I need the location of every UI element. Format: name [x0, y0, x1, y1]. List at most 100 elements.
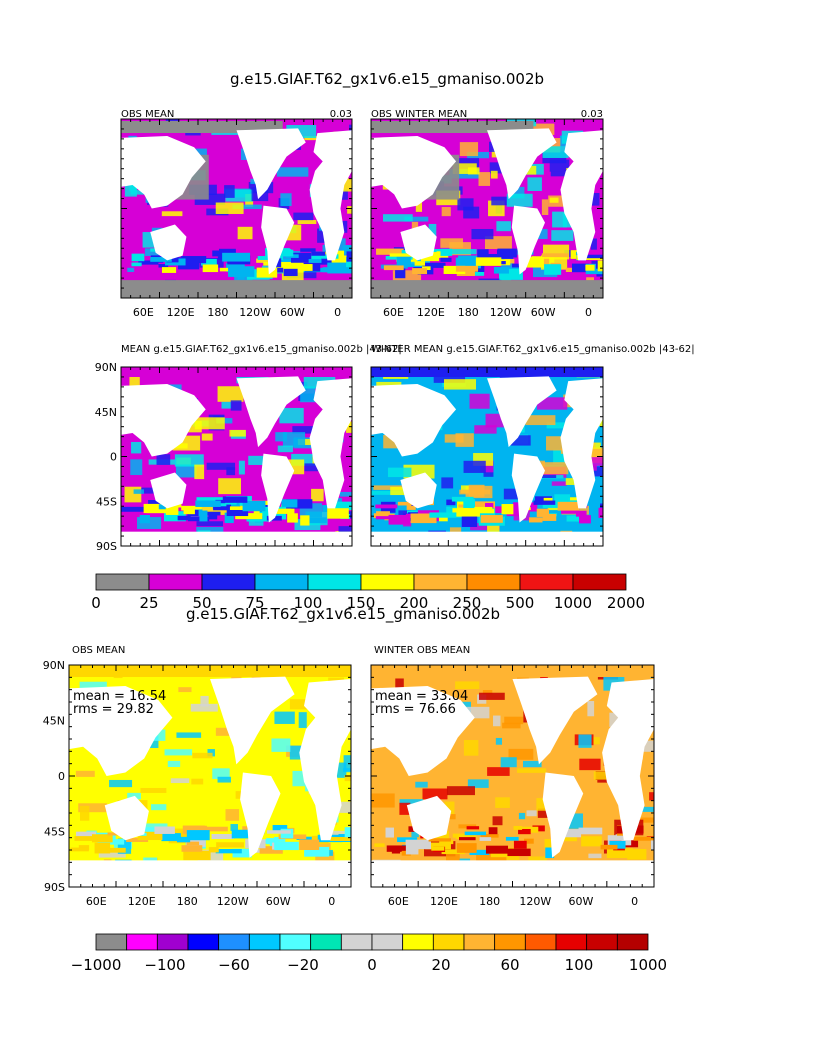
- lon-tick-label: 60E: [383, 306, 404, 319]
- colorbar-swatch: [413, 573, 468, 591]
- mean-stat: mean = 33.04: [375, 689, 468, 704]
- lat-tick-label: 45S: [44, 826, 65, 839]
- panel-title: MEAN g.e15.GIAF.T62_gx1v6.e15_gmaniso.00…: [121, 344, 402, 355]
- colorbar-swatch: [555, 933, 588, 951]
- lon-tick-label: 60E: [133, 306, 154, 319]
- lon-tick-label: 120W: [217, 895, 249, 908]
- colorbar-label: 200: [400, 594, 429, 612]
- lat-tick-label: 0: [58, 770, 65, 783]
- colorbar-label: 150: [347, 594, 376, 612]
- lon-tick-label: 120E: [430, 895, 458, 908]
- panel-title: OBS WINTER MEAN: [371, 109, 467, 120]
- lon-tick-label: 60W: [266, 895, 291, 908]
- lon-tick-label: 60E: [388, 895, 409, 908]
- lon-tick-label: 180: [177, 895, 198, 908]
- lon-tick-label: 120W: [490, 306, 522, 319]
- lat-tick-label: 90S: [96, 540, 117, 553]
- colorbar-swatch: [572, 573, 627, 591]
- lon-tick-label: 180: [479, 895, 500, 908]
- colorbar-swatch: [95, 933, 128, 951]
- lon-tick-label: 0: [328, 895, 335, 908]
- lat-tick-label: 90N: [43, 659, 65, 672]
- panel-value: 0.03: [581, 109, 603, 120]
- colorbar-swatch: [586, 933, 618, 951]
- colorbar-swatch: [466, 573, 521, 591]
- colorbar-swatch: [371, 933, 404, 951]
- colorbar-label: 1000: [554, 594, 592, 612]
- colorbar-swatch: [494, 933, 526, 951]
- colorbar-swatch: [432, 933, 465, 951]
- colorbar-label: −60: [218, 956, 250, 974]
- lon-tick-label: 0: [585, 306, 592, 319]
- colorbar-swatch: [616, 933, 649, 951]
- colorbar-swatch: [201, 573, 256, 591]
- lat-tick-label: 45S: [96, 495, 117, 508]
- colorbar-swatch: [248, 933, 281, 951]
- colorbar-label: 0: [91, 594, 101, 612]
- colorbar-label: 50: [192, 594, 211, 612]
- map-panel-model-winter-mean: WINTER MEAN g.e15.GIAF.T62_gx1v6.e15_gma…: [370, 344, 695, 547]
- colorbar-label: 20: [431, 956, 450, 974]
- lat-tick-label: 45N: [95, 406, 117, 419]
- colorbar-swatch: [187, 933, 220, 951]
- colorbar-label: 25: [139, 594, 158, 612]
- colorbar-label: 250: [453, 594, 482, 612]
- colorbar-swatch: [524, 933, 557, 951]
- colorbar-swatch: [254, 573, 309, 591]
- colorbar-label: 100: [294, 594, 323, 612]
- colorbar-swatch: [156, 933, 189, 951]
- lat-tick-label: 0: [110, 451, 117, 464]
- panel-title: OBS MEAN: [72, 645, 125, 656]
- lon-tick-label: 120E: [128, 895, 156, 908]
- colorbar-swatch: [519, 573, 574, 591]
- colorbar-label: 75: [245, 594, 264, 612]
- colorbar-swatch: [340, 933, 373, 951]
- colorbar-bottom: −1000 −100 −60 −20 0 20 60 100 1000: [71, 933, 667, 974]
- lon-tick-label: 120E: [167, 306, 195, 319]
- lon-tick-label: 180: [207, 306, 228, 319]
- bottom-figure-title: g.e15.GIAF.T62_gx1v6.e15_gmaniso.002b: [186, 605, 500, 624]
- colorbar-swatch: [402, 933, 434, 951]
- colorbar-swatch: [279, 933, 312, 951]
- lon-tick-label: 60W: [569, 895, 594, 908]
- colorbar-label: −20: [287, 956, 319, 974]
- colorbar-swatch: [95, 573, 150, 591]
- lon-tick-label: 60W: [531, 306, 556, 319]
- colorbar-swatch: [360, 573, 415, 591]
- colorbar-label: 60: [500, 956, 519, 974]
- panel-value: 0.03: [330, 109, 352, 120]
- colorbar-swatch: [148, 573, 203, 591]
- colorbar-swatch: [463, 933, 496, 951]
- panel-title: OBS MEAN: [121, 109, 174, 120]
- rms-stat: rms = 29.82: [73, 702, 154, 717]
- lat-tick-label: 90N: [95, 361, 117, 374]
- mean-stat: mean = 16.54: [73, 689, 166, 704]
- lon-tick-label: 60E: [86, 895, 107, 908]
- colorbar-label: −100: [144, 956, 185, 974]
- map-panel-obs-mean: OBS MEAN 0.03 60E 120E 180 120W 60W 0: [120, 109, 353, 319]
- panel-title: WINTER OBS MEAN: [374, 645, 470, 656]
- colorbar-swatch: [310, 933, 342, 951]
- lon-tick-label: 180: [458, 306, 479, 319]
- lon-tick-label: 0: [334, 306, 341, 319]
- lon-tick-label: 120W: [239, 306, 271, 319]
- panel-title: WINTER MEAN g.e15.GIAF.T62_gx1v6.e15_gma…: [371, 344, 695, 355]
- map-panel-model-mean: MEAN g.e15.GIAF.T62_gx1v6.e15_gmaniso.00…: [95, 344, 402, 553]
- colorbar-label: 100: [565, 956, 594, 974]
- lat-tick-label: 45N: [43, 715, 65, 728]
- colorbar-label: 2000: [607, 594, 645, 612]
- colorbar-label: 0: [367, 956, 377, 974]
- colorbar-swatch: [126, 933, 158, 951]
- top-figure-title: g.e15.GIAF.T62_gx1v6.e15_gmaniso.002b: [230, 70, 544, 89]
- colorbar-top: 0 25 50 75 100 150 200 250 500 1000 2000: [91, 573, 645, 612]
- lon-tick-label: 120E: [417, 306, 445, 319]
- lon-tick-label: 60W: [280, 306, 305, 319]
- rms-stat: rms = 76.66: [375, 702, 456, 717]
- lon-tick-label: 120W: [519, 895, 551, 908]
- colorbar-swatch: [218, 933, 250, 951]
- colorbar-label: 500: [506, 594, 535, 612]
- colorbar-label: −1000: [71, 956, 122, 974]
